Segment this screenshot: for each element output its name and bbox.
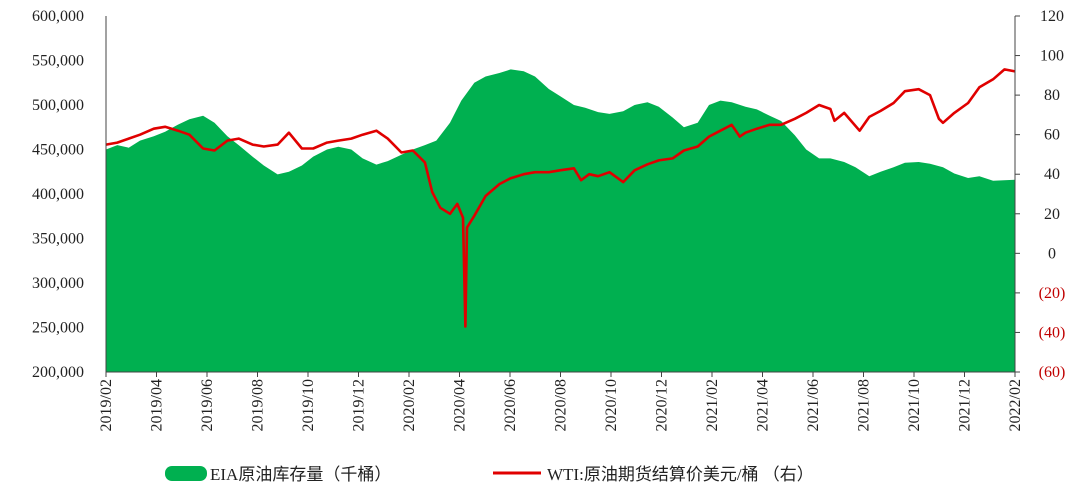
x-tick-label: 2021/10: [906, 379, 923, 431]
left-tick-label: 450,000: [32, 142, 84, 159]
legend-label-wti: WTI:原油期货结算价美元/桶 （右）: [547, 465, 814, 484]
right-tick-label: (20): [1039, 285, 1066, 302]
right-tick-label: 0: [1048, 245, 1056, 262]
left-tick-label: 600,000: [32, 8, 84, 25]
x-tick-label: 2019/08: [250, 379, 267, 431]
right-tick-label: 80: [1044, 87, 1060, 104]
legend-swatch-inventory: [165, 466, 207, 481]
legend: EIA原油库存量（千桶） WTI:原油期货结算价美元/桶 （右）: [165, 465, 814, 484]
right-tick-label: 40: [1044, 166, 1060, 183]
right-tick-label: 60: [1044, 127, 1060, 144]
x-tick-label: 2020/04: [452, 379, 469, 431]
right-tick-label: 20: [1044, 206, 1060, 223]
left-tick-label: 250,000: [32, 320, 84, 337]
x-tick-label: 2019/10: [300, 379, 317, 431]
x-tick-label: 2021/04: [755, 379, 772, 431]
wti-line-layer: [105, 68, 1016, 328]
x-tick-label: 2020/06: [502, 379, 519, 431]
x-tick-label: 2021/02: [704, 379, 721, 431]
right-tick-label: (40): [1039, 324, 1066, 341]
left-tick-label: 350,000: [32, 231, 84, 248]
inventory-area-layer: [106, 69, 1015, 373]
left-tick-label: 550,000: [32, 53, 84, 70]
wti-price-line: [105, 68, 1016, 328]
x-tick-label: 2019/02: [98, 379, 115, 431]
x-tick-label: 2019/12: [351, 379, 368, 431]
x-tick-label: 2021/12: [957, 379, 974, 431]
x-tick-label: 2022/02: [1007, 379, 1024, 431]
x-tick-label: 2019/04: [149, 379, 166, 431]
x-tick-label: 2021/06: [805, 379, 822, 431]
x-tick-label: 2019/06: [199, 379, 216, 431]
inventory-area: [106, 69, 1015, 373]
legend-label-inventory: EIA原油库存量（千桶）: [210, 465, 391, 484]
left-tick-label: 300,000: [32, 275, 84, 292]
x-tick-label: 2021/08: [856, 379, 873, 431]
x-axis-ticks: 2019/02 2019/04 2019/06 2019/08 2019/10 2019/…: [98, 372, 1024, 431]
right-tick-label: 100: [1040, 48, 1064, 65]
x-tick-label: 2020/10: [603, 379, 620, 431]
left-tick-label: 500,000: [32, 97, 84, 114]
left-tick-label: 400,000: [32, 186, 84, 203]
x-tick-label: 2020/12: [654, 379, 671, 431]
x-tick-label: 2020/02: [401, 379, 418, 431]
right-tick-label: (60): [1039, 364, 1066, 381]
left-axis-ticks: 200,000 250,000 300,000 350,000 400,000 450,0…: [32, 8, 84, 381]
right-axis-ticks: (60) (40) (20) 0 20 40 60 80 100 120: [1015, 8, 1065, 381]
x-tick-label: 2020/08: [553, 379, 570, 431]
left-tick-label: 200,000: [32, 364, 84, 381]
right-tick-label: 120: [1040, 8, 1064, 25]
